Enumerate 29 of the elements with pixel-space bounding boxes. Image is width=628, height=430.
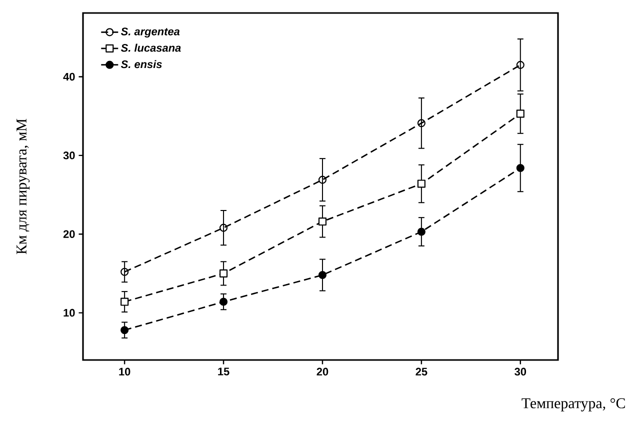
y-tick-label: 20 [63, 230, 75, 238]
point [219, 269, 228, 278]
legend-label: S. ensis [120, 60, 162, 68]
legend-label: S. argentea [120, 28, 180, 38]
point [318, 176, 327, 184]
point [318, 217, 327, 226]
point [120, 268, 129, 276]
point [417, 228, 426, 236]
x-tick-label: 10 [119, 368, 130, 376]
x-tick-label: 25 [416, 368, 428, 376]
point [417, 180, 426, 188]
point [219, 224, 228, 232]
legend-label: S. lucasana [120, 44, 181, 52]
point [516, 164, 524, 172]
y-tick-label: 40 [63, 72, 75, 81]
point [120, 326, 129, 334]
y-tick-label: 30 [63, 152, 75, 160]
point [516, 110, 524, 118]
x-axis-title: Температура, °C [522, 398, 625, 412]
x-tick-label: 15 [218, 368, 230, 376]
x-tick-label: 30 [514, 368, 526, 376]
point [516, 60, 524, 69]
point [219, 298, 228, 306]
point [417, 119, 426, 128]
y-axis-title: Км для пирувата, мМ [16, 118, 30, 254]
point [318, 270, 327, 280]
x-tick-label: 20 [316, 368, 328, 376]
y-tick-label: 10 [64, 308, 75, 317]
point [120, 298, 129, 306]
